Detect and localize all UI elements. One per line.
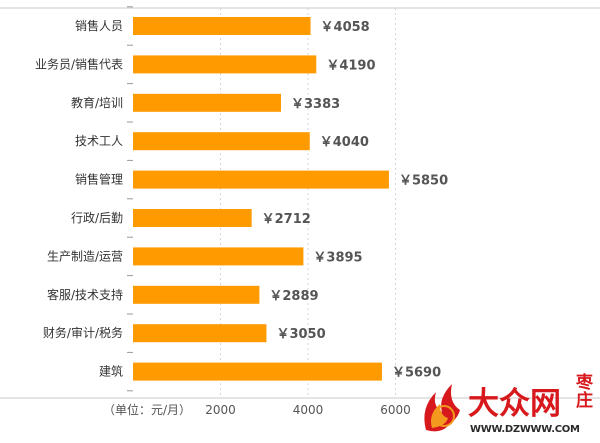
watermark-logo: 大众网 枣庄 WWW.DZWWW.COM: [418, 368, 600, 443]
value-label: ￥2889: [269, 289, 318, 304]
category-label: 客服/技术支持: [47, 287, 123, 302]
bar: [133, 362, 382, 381]
bar: [133, 209, 252, 227]
x-tick-label: 4000: [293, 403, 324, 417]
value-label: ￥3895: [313, 250, 362, 265]
watermark-url: WWW.DZWWW.COM: [470, 424, 580, 435]
value-label: ￥3383: [291, 97, 340, 112]
value-label: ￥4058: [321, 20, 370, 35]
value-label: ￥4040: [320, 135, 369, 150]
category-label: 教育/培训: [71, 95, 123, 110]
value-label: ￥4190: [326, 58, 375, 73]
flame-emblem-icon: [424, 384, 460, 432]
bar: [133, 324, 267, 343]
watermark-city: 枣庄: [576, 373, 593, 411]
category-label: 业务员/销售代表: [35, 56, 123, 71]
bar: [133, 17, 311, 35]
bar: [133, 55, 317, 74]
category-label: 销售人员: [75, 18, 123, 33]
bar: [133, 247, 304, 266]
value-label: ￥5850: [399, 174, 448, 189]
value-label: ￥2712: [262, 212, 311, 227]
category-label: 行政/后勤: [71, 211, 123, 225]
bar: [133, 170, 389, 189]
category-label: 建筑: [99, 364, 123, 379]
value-label: ￥5690: [392, 366, 441, 381]
x-tick-label: 6000: [380, 403, 411, 417]
category-label: 销售管理: [75, 172, 123, 187]
bar: [133, 132, 310, 151]
bar: [133, 93, 282, 112]
category-label: 财务/审计/税务: [43, 325, 123, 340]
category-label: 生产制造/运营: [47, 249, 123, 263]
watermark-brand: 大众网: [468, 386, 561, 422]
x-tick-label: 2000: [205, 403, 236, 417]
value-label: ￥3050: [276, 327, 325, 342]
bar: [133, 285, 260, 304]
x-axis-unit-label: （单位：元/月）: [103, 402, 191, 417]
category-label: 技术工人: [75, 134, 123, 148]
